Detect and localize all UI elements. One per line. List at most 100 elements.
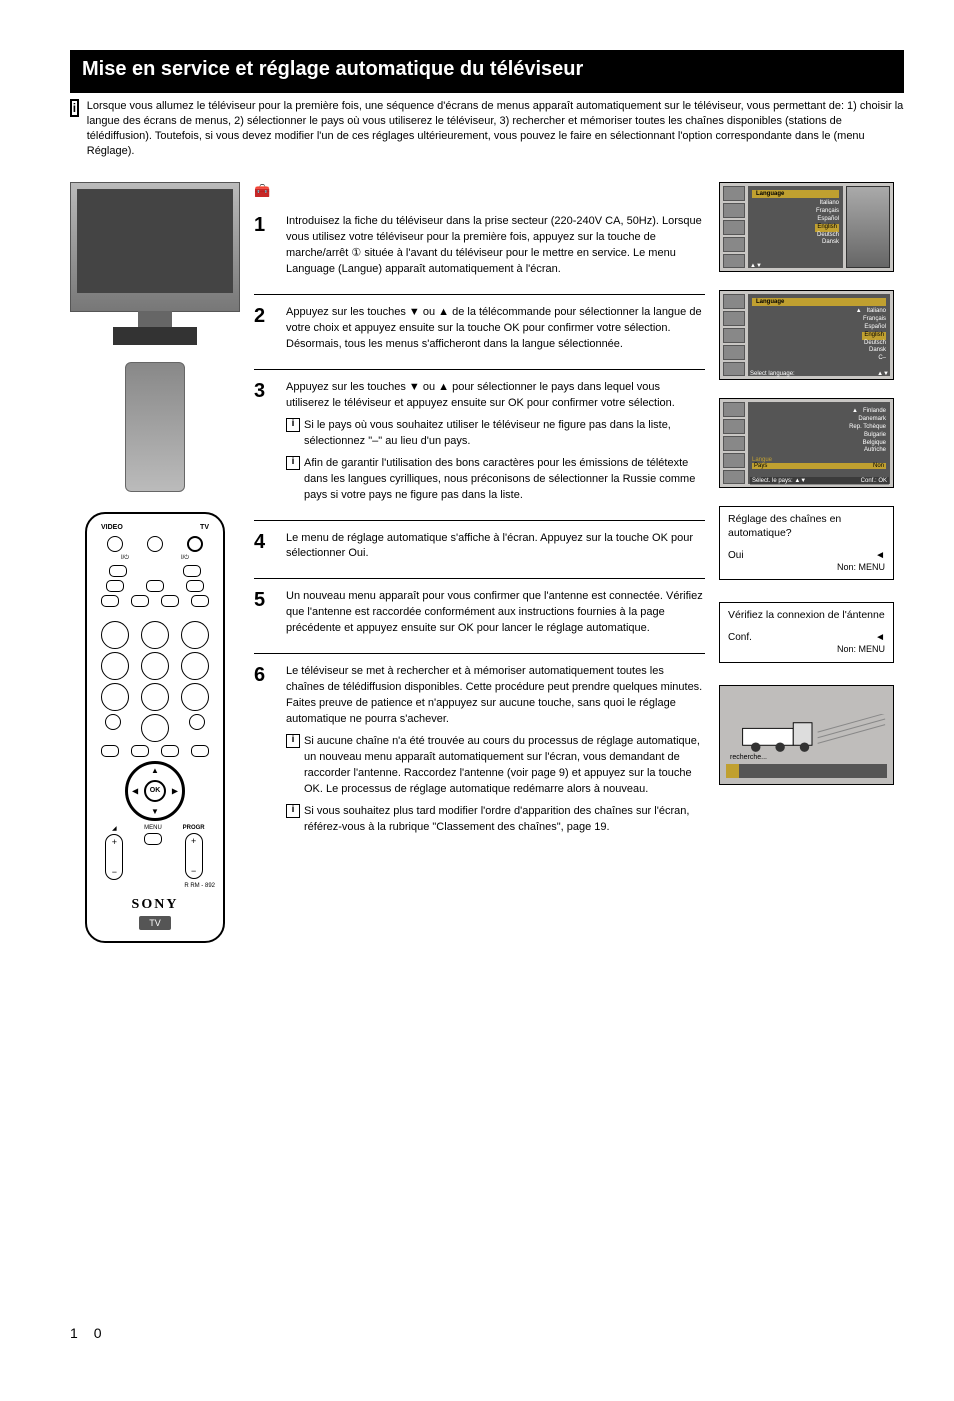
info-icon: i [70,99,79,117]
msgbox-yes: Oui [728,549,744,562]
remote-button[interactable] [106,580,124,592]
program-rocker[interactable]: +− [185,833,203,879]
toolbox-icon: 🧰 [254,183,270,198]
step-note: Afin de garantir l'utilisation des bons … [304,456,705,504]
remote-button[interactable] [161,595,179,607]
msgbox-antenna: Vérifiez la connexion de l'ántenne Conf.… [719,602,894,662]
tv-tag: TV [95,917,215,929]
num-4-button[interactable] [101,652,129,680]
step-2: 2 Appuyez sur les touches ▼ ou ▲ de la t… [254,295,705,370]
step-text: Appuyez sur les touches ▼ ou ▲ pour séle… [286,380,705,412]
remote-button[interactable] [109,565,127,577]
step-body: Appuyez sur les touches ▼ ou ▲ pour séle… [286,380,705,504]
num-0-button[interactable] [141,714,169,742]
video-power-button[interactable] [147,536,163,552]
step-note: Si vous souhaitez plus tard modifier l'o… [304,804,705,836]
info-icon: i [286,734,300,748]
remote-button[interactable] [191,595,209,607]
step-number: 5 [254,589,276,637]
step-3: 3 Appuyez sur les touches ▼ ou ▲ pour sé… [254,370,705,521]
ok-button[interactable]: OK [144,780,166,802]
step-4: 4 Le menu de réglage automatique s'affic… [254,521,705,580]
osd-footer: ▲▼ [750,263,762,269]
osd-title: Language [752,298,886,306]
info-icon: i [286,456,300,470]
menu-button[interactable] [144,833,162,845]
tv-power-button[interactable] [187,536,203,552]
num-8-button[interactable] [141,683,169,711]
remote-button[interactable] [161,745,179,757]
num-2-button[interactable] [141,621,169,649]
remote-button[interactable] [105,714,121,730]
num-1-button[interactable] [101,621,129,649]
num-6-button[interactable] [181,652,209,680]
intro-block: i Lorsque vous allumez le téléviseur pou… [70,99,904,158]
hand-remote-illustration [125,362,185,492]
remote-button[interactable] [186,580,204,592]
osd-title: Language [752,190,839,198]
tv-illustration [70,182,240,312]
info-icon: i [286,418,300,432]
menu-label: MENU [144,825,162,831]
num-3-button[interactable] [181,621,209,649]
remote-tv-label: TV [200,524,209,531]
remote-button[interactable] [191,745,209,757]
num-7-button[interactable] [101,683,129,711]
page-title-bar: Mise en service et réglage automatique d… [70,50,904,93]
step-number: 3 [254,380,276,504]
step-5: 5 Un nouveau menu apparaît pour vous con… [254,579,705,654]
msgbox-text: Réglage des chaînes en automatique? [728,513,885,540]
msgbox-auto-tune: Réglage des chaînes en automatique? Oui … [719,506,894,580]
osd-pays-value: Non [873,463,884,469]
step-1: 1 Introduisez la fiche du téléviseur dan… [254,204,705,295]
msgbox-no: Non: MENU [728,562,885,574]
remote-button[interactable] [183,565,201,577]
step-6: 6 Le téléviseur se met à rechercher et à… [254,654,705,851]
left-arrow-icon: ◀ [132,787,138,796]
step-body: Appuyez sur les touches ▼ ou ▲ de la tél… [286,305,705,353]
left-arrow-icon: ◄ [875,631,885,644]
step-body: Introduisez la fiche du téléviseur dans … [286,214,705,278]
up-arrow-icon: ▲ [151,766,159,775]
num-9-button[interactable] [181,683,209,711]
step-note: Si le pays où vous souhaitez utiliser le… [304,418,705,450]
remote-model: R RM - 892 [95,883,215,889]
page-title: Mise en service et réglage automatique d… [82,58,892,81]
step-number: 2 [254,305,276,353]
illustrations-column: VIDEO TV I/⏻I/⏻ [70,182,240,943]
step-number: 6 [254,664,276,835]
dpad[interactable]: ▲ ▼ ◀ ▶ OK [125,761,185,821]
volume-rocker[interactable]: +− [105,834,123,880]
step-body: Un nouveau menu apparaît pour vous confi… [286,589,705,637]
main-layout: VIDEO TV I/⏻I/⏻ [70,182,904,943]
mute-button[interactable] [107,536,123,552]
step-number: 4 [254,531,276,563]
msgbox-conf: Conf. [728,631,752,644]
osd-language-initial: Language Italiano Français Español Engli… [719,182,894,272]
osd-searching: recherche... [719,685,894,785]
info-icon: i [286,804,300,818]
remote-button[interactable] [189,714,205,730]
osd-list: ▲ Finlande Danemark Rep. Tchèque Bulgari… [752,408,886,455]
remote-button[interactable] [146,580,164,592]
remote-button[interactable] [101,745,119,757]
remote-button[interactable] [131,595,149,607]
osd-country: ▲ Finlande Danemark Rep. Tchèque Bulgari… [719,398,894,488]
osd-pays-label: Pays [754,463,767,469]
msgbox-text: Vérifiez la connexion de l'ántenne [728,609,885,623]
step-note: Si aucune chaîne n'a été trouvée au cour… [304,734,705,798]
search-label: recherche... [730,754,767,761]
osd-column: Language Italiano Français Español Engli… [719,182,904,943]
remote-illustration: VIDEO TV I/⏻I/⏻ [85,512,225,943]
msgbox-no: Non: MENU [728,644,885,656]
step-body: Le menu de réglage automatique s'affiche… [286,531,705,563]
remote-video-label: VIDEO [101,524,123,531]
page-number: 10 [70,1325,118,1341]
osd-list: ▲ Italiano Français Español English Deut… [752,308,886,363]
remote-button[interactable] [101,595,119,607]
num-5-button[interactable] [141,652,169,680]
steps-column: 🧰 1 Introduisez la fiche du téléviseur d… [254,182,705,943]
remote-button[interactable] [131,745,149,757]
intro-text: Lorsque vous allumez le téléviseur pour … [87,99,904,158]
step-number: 1 [254,214,276,278]
